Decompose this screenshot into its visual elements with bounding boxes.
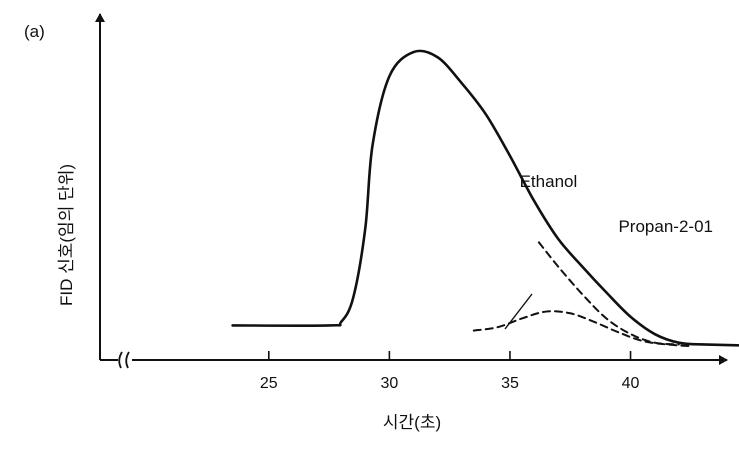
axis-break-mark — [118, 351, 132, 369]
x-tick-label: 25 — [260, 375, 278, 392]
x-axis-label: 시간(초) — [383, 413, 441, 432]
annotation-layer: Ethanol Propan-2-01 — [504, 172, 713, 330]
series-line-total — [231, 49, 739, 347]
annotation-ethanol: Ethanol — [520, 172, 578, 191]
x-tick-label: 30 — [380, 375, 398, 392]
panel-label: (a) — [24, 22, 45, 41]
x-axis-ticks: 25 30 35 40 — [260, 351, 640, 392]
series-line-ethanol — [537, 241, 680, 346]
x-tick-label: 40 — [622, 375, 640, 392]
y-axis-label: FID 신호(임의 단위) — [57, 164, 76, 306]
series-line-propan-2-01 — [472, 310, 692, 348]
annotation-propan-2-01: Propan-2-01 — [618, 217, 713, 236]
annotation-leader-line — [504, 293, 533, 330]
x-tick-label: 35 — [501, 375, 519, 392]
series-layer — [231, 49, 739, 348]
